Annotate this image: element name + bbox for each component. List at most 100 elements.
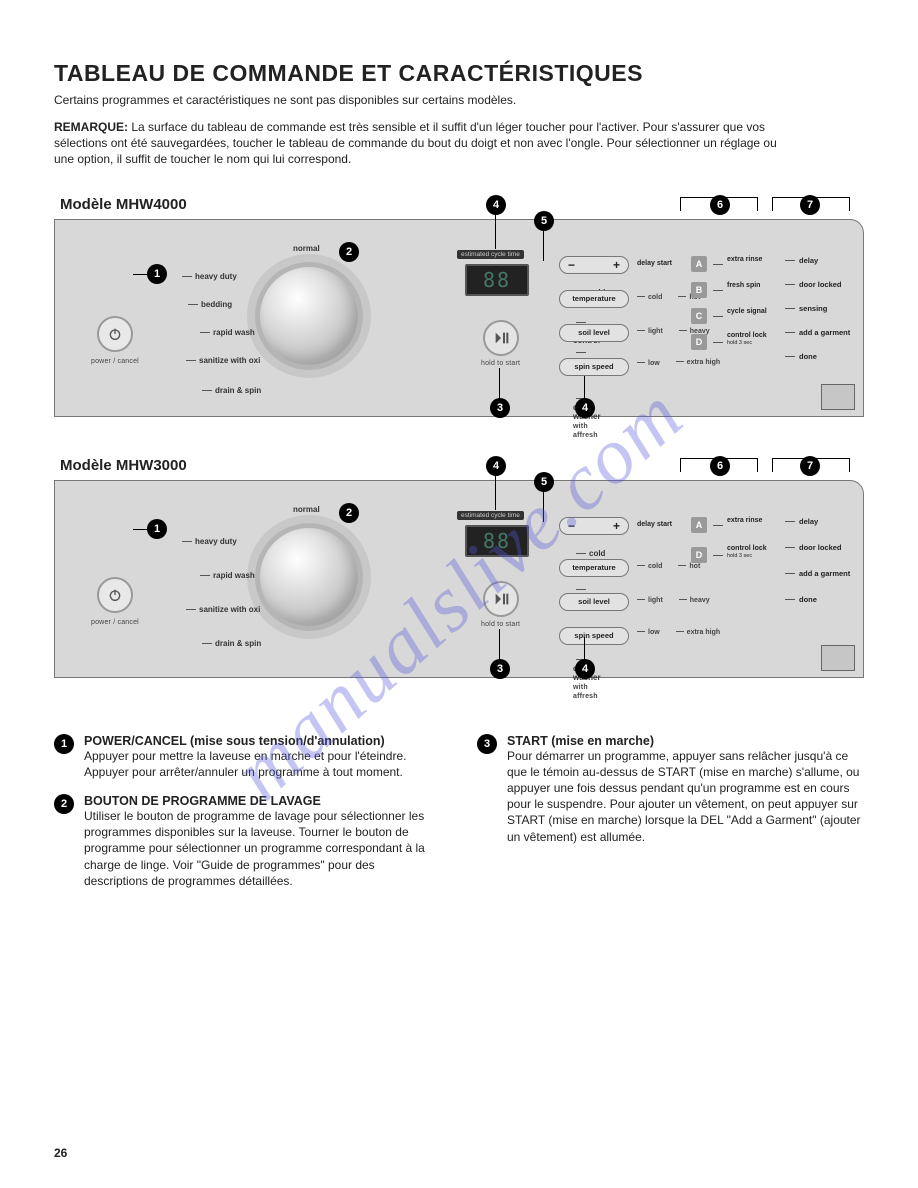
callout-3b: 3 [490,659,510,679]
dial-top-label: normal [293,244,320,253]
power-button-2[interactable] [97,577,133,613]
panel1-wrap: 4 5 6 7 1 2 3 4 power / cancel normal he… [54,219,864,417]
callout-4a: 4 [486,195,506,215]
callout-7a: 7 [800,195,820,215]
start-group-2: hold to start [481,581,520,628]
control-panel-1: 1 2 3 4 power / cancel normal heavy duty… [54,219,864,417]
status-done: done [785,352,817,361]
desc-col-right: 3 START (mise en marche) Pour démarrer u… [477,734,864,903]
energy-badge-2 [821,645,855,671]
callout-1b: 1 [147,519,167,539]
opt-c-label: cycle signal [727,308,767,315]
start-pause-button-2[interactable] [483,581,519,617]
est-label-2: estimated cycle time [457,511,524,520]
dial2-top: normal [293,505,320,514]
callout-6b: 6 [710,456,730,476]
dial-l-1: bedding [185,300,232,309]
soil-range-2: lightheavy [637,597,710,604]
opt-a-label: extra rinse [727,256,762,263]
energy-badge [821,384,855,410]
delay-minus-plus[interactable]: −+ [559,256,629,274]
soil-level-button[interactable]: soil level [559,324,629,342]
status-sensing: sensing [785,304,827,313]
desc3-body: Pour démarrer un programme, appuyer sans… [507,748,864,845]
opt-d-label: control lockhold 3 sec [727,332,767,347]
power-icon [107,326,123,342]
callout-3a: 3 [490,398,510,418]
delay-start-label-2: delay start [637,521,672,528]
callout-1a: 1 [147,264,167,284]
callout-5b: 5 [534,472,554,492]
desc1-head: POWER/CANCEL (mise sous tension/d'annula… [84,734,441,748]
leader-4a [495,215,496,249]
dial-l-0: heavy duty [179,272,237,281]
status2-0: delay [785,517,818,526]
callout-4b: 4 [575,398,595,418]
callout-6a: 6 [710,195,730,215]
desc-bubble-2: 2 [54,794,74,814]
play-pause-icon [493,330,509,346]
start-pause-button[interactable] [483,320,519,356]
start-group: hold to start [481,320,520,367]
time-display-2: 88 [465,525,529,557]
descriptions: 1 POWER/CANCEL (mise sous tension/d'annu… [54,734,864,903]
status2-2: add a garment [785,569,850,578]
dial2-l-0: heavy duty [179,537,237,546]
remark-body: La surface du tableau de commande est tr… [54,120,777,166]
opt-b[interactable]: B [691,282,707,298]
desc2-head: BOUTON DE PROGRAMME DE LAVAGE [84,794,441,808]
temperature-button[interactable]: temperature [559,290,629,308]
power-label-2: power / cancel [91,619,139,626]
opt-d[interactable]: D [691,334,707,350]
start-label: hold to start [481,360,520,367]
callout-4d: 4 [575,659,595,679]
start-label-2: hold to start [481,621,520,628]
spin-speed-button-2[interactable]: spin speed [559,627,629,645]
desc-bubble-3: 3 [477,734,497,754]
opt-a[interactable]: A [691,256,707,272]
callout-4c: 4 [486,456,506,476]
delay-minus-plus-2[interactable]: −+ [559,517,629,535]
power-button[interactable] [97,316,133,352]
desc-item-1: 1 POWER/CANCEL (mise sous tension/d'annu… [54,734,441,780]
desc-item-2: 2 BOUTON DE PROGRAMME DE LAVAGE Utiliser… [54,794,441,889]
power-group-2: power / cancel [91,577,139,626]
opt-a-2[interactable]: A [691,517,707,533]
cycle-dial[interactable] [255,262,363,370]
dial-l-4: drain & spin [199,386,261,395]
desc3-head: START (mise en marche) [507,734,864,748]
status2-1: door locked [785,543,842,552]
spin-range: lowextra high [637,360,720,367]
dial-l-3: sanitize with oxi [183,356,245,365]
desc2-body: Utiliser le bouton de programme de lavag… [84,808,441,889]
power-group: power / cancel [91,316,139,365]
callout-5a: 5 [534,211,554,231]
est-time-label: estimated cycle time [457,250,524,259]
subtitle-text: Certains programmes et caractéristiques … [54,93,864,107]
temperature-button-2[interactable]: temperature [559,559,629,577]
cycle-dial-2[interactable] [255,523,363,631]
opt-d-2[interactable]: D [691,547,707,563]
page-title: TABLEAU DE COMMANDE ET CARACTÉRISTIQUES [54,60,864,87]
opt-a-2-label: extra rinse [727,517,762,524]
power-icon [107,587,123,603]
opt-b-label: fresh spin [727,282,760,289]
leader-3a [499,368,500,398]
desc1-body: Appuyer pour mettre la laveuse en marche… [84,748,441,780]
leader-5a [543,231,544,261]
dial2-l-3: drain & spin [199,639,261,648]
page-number: 26 [54,1146,67,1160]
callout-2b: 2 [339,503,359,523]
opt-c[interactable]: C [691,308,707,324]
status-doorlocked: door locked [785,280,842,289]
temp-range-2: coldhot [637,563,700,570]
status-addgarment: add a garment [785,328,850,337]
desc-bubble-1: 1 [54,734,74,754]
remark-text: REMARQUE: La surface du tableau de comma… [54,119,794,168]
delay-start-label: delay start [637,260,672,267]
soil-level-button-2[interactable]: soil level [559,593,629,611]
panel2-wrap: 4 5 6 7 1 2 3 4 power / cancel normal he… [54,480,864,678]
spin-speed-button[interactable]: spin speed [559,358,629,376]
opt-d-2-label: control lockhold 3 sec [727,545,767,560]
status2-3: done [785,595,817,604]
